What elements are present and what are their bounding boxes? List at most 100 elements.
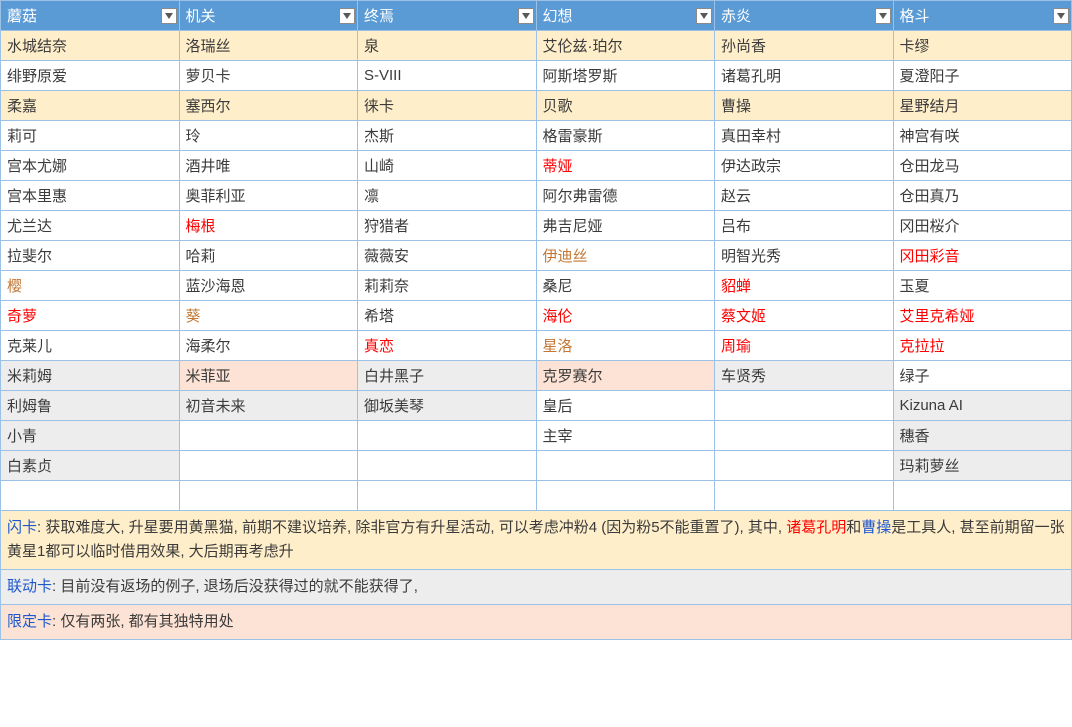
table-cell: 神宫有咲 [893,121,1072,151]
table-cell: Kizuna AI [893,391,1072,421]
table-cell: 周瑜 [715,331,894,361]
filter-dropdown-icon[interactable] [875,8,891,24]
table-cell: 哈莉 [179,241,358,271]
table-cell: 御坂美琴 [358,391,537,421]
table-cell: 玛莉萝丝 [893,451,1072,481]
table-row: 小青主宰穗香 [1,421,1072,451]
table-row: 拉斐尔哈莉薇薇安伊迪丝明智光秀冈田彩音 [1,241,1072,271]
note-segment: : 目前没有返场的例子, 退场后没获得过的就不能获得了, [52,578,418,595]
table-cell [179,481,358,511]
note-segment: 限定卡 [7,613,52,630]
filter-dropdown-icon[interactable] [1053,8,1069,24]
table-cell: 蔡文姬 [715,301,894,331]
table-cell: 水城结奈 [1,31,180,61]
table-cell: 洛瑞丝 [179,31,358,61]
table-cell [715,421,894,451]
table-cell: 伊达政宗 [715,151,894,181]
table-row: 樱蓝沙海恩莉莉奈桑尼貂蝉玉夏 [1,271,1072,301]
table-cell: 格雷豪斯 [536,121,715,151]
table-cell: 桑尼 [536,271,715,301]
note-segment: 曹操 [861,519,891,536]
table-cell: 酒井唯 [179,151,358,181]
table-cell: 孙尚香 [715,31,894,61]
table-cell [1,481,180,511]
table-cell: 宫本尤娜 [1,151,180,181]
table-cell: 冈田桜介 [893,211,1072,241]
table-cell [179,421,358,451]
table-cell [715,451,894,481]
table-cell: 弗吉尼娅 [536,211,715,241]
table-cell: 蓝沙海恩 [179,271,358,301]
filter-dropdown-icon[interactable] [696,8,712,24]
table-body: 水城结奈洛瑞丝泉艾伦兹·珀尔孙尚香卡缪绯野原爱萝贝卡S-VIII阿斯塔罗斯诸葛孔… [1,31,1072,511]
column-header: 蘑菇 [1,1,180,31]
note-segment: 闪卡 [7,519,37,536]
table-cell: 凛 [358,181,537,211]
column-header-label: 幻想 [543,8,573,25]
table-cell [715,391,894,421]
table-cell: 米菲亚 [179,361,358,391]
table-cell: 克莱儿 [1,331,180,361]
filter-dropdown-icon[interactable] [518,8,534,24]
table-row: 宫本里惠奥菲利亚凛阿尔弗雷德赵云仓田真乃 [1,181,1072,211]
table-cell: 希塔 [358,301,537,331]
table-cell: 贝歌 [536,91,715,121]
note-segment: : 仅有两张, 都有其独特用处 [52,613,234,630]
table-cell: 莉可 [1,121,180,151]
table-cell: 皇后 [536,391,715,421]
note-row: 闪卡: 获取难度大, 升星要用黄黑猫, 前期不建议培养, 除非官方有升星活动, … [0,511,1072,570]
table-cell: 泉 [358,31,537,61]
table-row: 尤兰达梅根狩猎者弗吉尼娅吕布冈田桜介 [1,211,1072,241]
table-cell [536,481,715,511]
table-cell [358,481,537,511]
column-header: 格斗 [893,1,1072,31]
table-cell: 玉夏 [893,271,1072,301]
column-header-label: 赤炎 [721,8,751,25]
column-header-label: 格斗 [900,8,930,25]
table-cell: 绿子 [893,361,1072,391]
table-cell: 貂蝉 [715,271,894,301]
table-header-row: 蘑菇 机关 终焉幻想 赤炎 格斗 [1,1,1072,31]
table-cell: 仓田真乃 [893,181,1072,211]
table-cell: S-VIII [358,61,537,91]
table-row: 白素贞玛莉萝丝 [1,451,1072,481]
column-header-label: 蘑菇 [7,8,37,25]
table-cell [358,421,537,451]
table-cell: 宫本里惠 [1,181,180,211]
table-cell [893,481,1072,511]
table-cell: 卡缪 [893,31,1072,61]
table-cell: 穗香 [893,421,1072,451]
filter-dropdown-icon[interactable] [339,8,355,24]
table-cell: 葵 [179,301,358,331]
table-cell: 绯野原爱 [1,61,180,91]
table-cell: 星野结月 [893,91,1072,121]
table-cell: 蒂娅 [536,151,715,181]
table-cell: 主宰 [536,421,715,451]
character-table: 蘑菇机关终焉幻想赤炎格斗 水城结奈洛瑞丝泉艾伦兹·珀尔孙尚香卡缪绯野原爱萝贝卡S… [0,0,1072,511]
table-cell: 赵云 [715,181,894,211]
table-cell: 狩猎者 [358,211,537,241]
table-cell: 杰斯 [358,121,537,151]
table-cell: 奥菲利亚 [179,181,358,211]
table-cell [179,451,358,481]
column-header: 终焉 [358,1,537,31]
table-row: 奇萝葵希塔海伦蔡文姬艾里克希娅 [1,301,1072,331]
table-row: 利姆鲁初音未来御坂美琴皇后Kizuna AI [1,391,1072,421]
table-cell: 萝贝卡 [179,61,358,91]
filter-dropdown-icon[interactable] [161,8,177,24]
note-row: 限定卡: 仅有两张, 都有其独特用处 [0,605,1072,640]
table-cell: 徕卡 [358,91,537,121]
note-segment: 联动卡 [7,578,52,595]
table-cell: 诸葛孔明 [715,61,894,91]
table-row: 宫本尤娜酒井唯山崎蒂娅伊达政宗仓田龙马 [1,151,1072,181]
table-cell: 尤兰达 [1,211,180,241]
table-row: 柔嘉塞西尔徕卡贝歌曹操星野结月 [1,91,1072,121]
table-cell: 真田幸村 [715,121,894,151]
table-row: 莉可玲杰斯格雷豪斯真田幸村神宫有咲 [1,121,1072,151]
table-cell: 吕布 [715,211,894,241]
column-header-label: 机关 [186,8,216,25]
table-cell: 艾里克希娅 [893,301,1072,331]
table-cell: 山崎 [358,151,537,181]
table-cell: 伊迪丝 [536,241,715,271]
table-cell: 樱 [1,271,180,301]
